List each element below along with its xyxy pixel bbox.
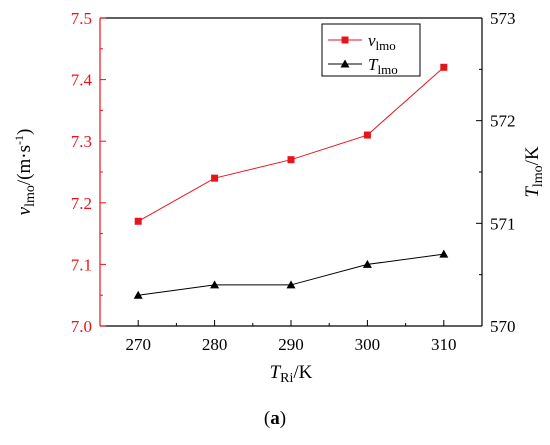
y-right-axis-label: Tlmo/K [522, 146, 546, 198]
x-label-unit: /K [293, 362, 312, 383]
y-left-label-symbol: v [14, 206, 35, 215]
x-axis-label: TRi/K [270, 362, 313, 386]
axes: 270 280 290 300 310 7.0 7.1 7.2 7.3 7.4 7.5 570 571 5… [71, 9, 516, 354]
y-right-label-symbol: T [522, 186, 543, 198]
y-left-label-subscript: lmo [23, 185, 38, 207]
x-tick-label: 290 [278, 335, 304, 354]
legend-marker [340, 59, 350, 68]
figure-caption: (a) [0, 408, 550, 430]
y-right-axis-label-group: Tlmo/K [522, 146, 546, 198]
series-0 [134, 63, 448, 225]
y-left-label-unit: /(m·s [14, 145, 35, 185]
y-left-axis-label: vlmo/(m·s-1) [12, 129, 38, 216]
legend-box [321, 23, 421, 77]
x-tick-label: 270 [125, 335, 151, 354]
x-label-symbol: T [270, 362, 282, 383]
data-point [439, 249, 449, 258]
legend-entry: Tlmo [368, 55, 398, 77]
y-left-axis-label-group: vlmo/(m·s-1) [12, 129, 38, 216]
y-left-label-close: ) [14, 129, 35, 135]
y-left-tick-label: 7.4 [71, 71, 93, 90]
legend-entry-symbol: v [368, 31, 376, 50]
y-left-tick-label: 7.1 [71, 255, 92, 274]
y-left-tick-label: 7.5 [71, 9, 92, 28]
data-point [440, 63, 448, 71]
data-point [362, 259, 372, 268]
x-tick-label: 310 [431, 335, 457, 354]
data-point [363, 131, 371, 139]
legend-entry-symbol: T [368, 55, 379, 74]
y-left-tick-label: 7.0 [71, 317, 92, 336]
y-left-tick-label: 7.3 [71, 132, 92, 151]
caption-open: ( [263, 408, 271, 429]
x-tick-label: 300 [355, 335, 381, 354]
x-tick-label: 280 [202, 335, 228, 354]
series-layer [133, 63, 449, 299]
data-point [286, 280, 296, 289]
y-right-label-unit: /K [522, 146, 543, 165]
y-right-tick-label: 572 [490, 112, 516, 131]
y-left-tick-label: 7.2 [71, 194, 92, 213]
series-line [137, 66, 445, 222]
y-right-tick-label: 570 [490, 317, 516, 336]
series-1 [133, 249, 449, 299]
data-point [210, 280, 220, 289]
legend-marker [341, 36, 349, 44]
y-right-label-subscript: lmo [531, 165, 546, 187]
y-right-tick-label: 571 [490, 214, 516, 233]
data-point [287, 156, 295, 164]
legend-entry-subscript: lmo [376, 38, 396, 53]
y-left-label-superscript: -1 [12, 135, 26, 145]
caption-letter: a [270, 408, 280, 429]
caption-close: ) [279, 408, 287, 429]
series-line [138, 253, 444, 296]
data-point [133, 290, 143, 299]
legend-entry: vlmo [368, 31, 396, 53]
legend-entry-subscript: lmo [377, 62, 397, 77]
x-label-subscript: Ri [280, 371, 293, 386]
data-point [211, 174, 219, 182]
y-right-tick-label: 573 [490, 9, 516, 28]
data-point [134, 217, 142, 225]
